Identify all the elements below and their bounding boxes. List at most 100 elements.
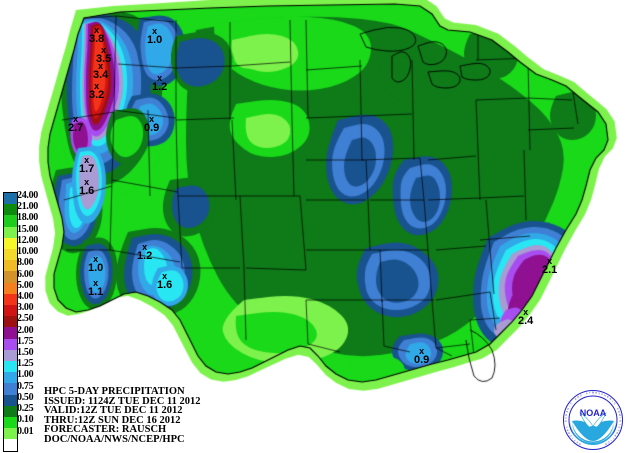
contour-max-label: x 2.4 <box>518 307 534 327</box>
svg-text:H: H <box>604 394 607 398</box>
svg-text:A: A <box>576 440 579 444</box>
svg-text:T: T <box>573 438 576 442</box>
contour-max-label: x 1.2 <box>152 73 167 93</box>
maxima-x-icon: x <box>547 256 553 266</box>
maxima-x-icon: x <box>73 114 79 124</box>
metadata-line: VALID:12Z TUE DEC 11 2012 <box>44 405 183 417</box>
colorbar-swatch <box>4 215 17 227</box>
maxima-value: 1.0 <box>147 34 163 46</box>
metadata-line: ISSUED: 1124Z TUE DEC 11 2012 <box>44 395 201 407</box>
svg-text:I: I <box>618 417 621 418</box>
colorbar-tick-label: 21.00 <box>17 201 39 213</box>
svg-text:L: L <box>565 426 568 429</box>
colorbar-swatch <box>4 316 17 328</box>
colorbar-tick-label: 0.10 <box>17 414 34 426</box>
svg-text:S: S <box>598 392 601 395</box>
maxima-x-icon: x <box>94 25 100 35</box>
colorbar-swatch <box>4 338 17 350</box>
svg-text:I: I <box>568 405 571 407</box>
maxima-value: 2.1 <box>542 264 558 276</box>
colorbar-tick-label: 24.00 <box>17 190 39 201</box>
colorbar-swatch <box>4 226 17 238</box>
colorbar-tick-label: 5.00 <box>17 279 34 291</box>
colorbar-swatch <box>4 417 17 429</box>
contour-max-label: x 1.0 <box>88 255 103 274</box>
maxima-value: 1.7 <box>79 163 95 175</box>
svg-text:M: M <box>618 414 621 417</box>
svg-text:R: R <box>609 397 612 401</box>
maxima-value: 3.4 <box>93 69 109 81</box>
maxima-x-icon: x <box>157 73 163 83</box>
colorbar-tick-label: 15.00 <box>17 223 39 235</box>
colorbar-swatch <box>4 383 17 395</box>
maxima-value: 1.6 <box>79 185 95 197</box>
colorbar-tick-label: 12.00 <box>17 234 39 246</box>
svg-text:R: R <box>615 431 619 434</box>
maxima-value: 3.2 <box>89 89 105 101</box>
svg-text:A: A <box>613 434 617 437</box>
svg-text:S: S <box>617 426 620 429</box>
colorbar-tick-label: 0.50 <box>17 391 34 403</box>
contour-max-label: x 3.5 <box>96 46 112 65</box>
maxima-value: 1.1 <box>88 286 104 298</box>
svg-text:A: A <box>566 410 569 413</box>
colorbar-tick-label: 3.00 <box>17 302 34 314</box>
contour-max-label: x 0.9 <box>414 346 429 366</box>
contour-max-label: x 3.2 <box>89 82 105 101</box>
metadata-line: DOC/NOAA/NWS/NCEP/HPC <box>44 433 185 445</box>
colorbar-tick-label: 0.25 <box>17 403 34 415</box>
svg-text:A: A <box>616 408 620 411</box>
maxima-x-icon: x <box>98 61 104 71</box>
svg-text:O: O <box>564 420 567 422</box>
svg-text:A: A <box>566 428 570 431</box>
colorbar-swatch <box>4 428 17 440</box>
contour-max-label: x 3.4 <box>93 61 109 81</box>
maxima-x-icon: x <box>84 177 90 187</box>
colorbar-tick-label: 18.00 <box>17 212 39 224</box>
svg-text:O: O <box>595 392 597 395</box>
contour-max-label: x 1.2 <box>137 242 153 262</box>
maxima-x-icon: x <box>419 346 425 356</box>
svg-text:O: O <box>607 440 610 444</box>
contour-max-label: x 0.9 <box>144 115 160 134</box>
colorbar-swatch <box>4 282 17 294</box>
svg-text:C: C <box>565 417 568 419</box>
contour-max-label: x 1.7 <box>79 156 95 175</box>
colorbar-swatch <box>4 260 17 272</box>
svg-text:O: O <box>569 434 573 437</box>
maxima-x-icon: x <box>523 307 529 317</box>
colorbar-tick-label: 6.00 <box>17 268 34 280</box>
colorbar-swatch <box>4 249 17 261</box>
svg-text:A: A <box>586 392 589 395</box>
metadata-line: FORECASTER: RAUSCH <box>44 424 167 436</box>
colorbar-swatch <box>4 405 17 418</box>
colorbar-swatch <box>4 394 17 406</box>
maxima-x-icon: x <box>162 271 168 281</box>
maxima-value: 2.4 <box>518 315 534 327</box>
svg-text:N: N <box>577 395 580 399</box>
colorbar-tick-label: 1.50 <box>17 347 34 359</box>
svg-text:E: E <box>565 413 568 416</box>
maxima-value: 3.5 <box>96 53 112 65</box>
colorbar-swatch <box>4 349 17 362</box>
svg-text:N: N <box>578 442 581 446</box>
metadata-line: HPC 5-DAY PRECIPITATION <box>44 386 185 397</box>
colorbar-tick-label: 2.00 <box>17 324 34 336</box>
contour-max-label: x 1.0 <box>147 27 163 46</box>
colorbar-swatch <box>4 193 17 205</box>
maxima-value: 0.9 <box>144 122 160 134</box>
maxima-x-icon: x <box>142 242 148 252</box>
map-metadata-block: HPC 5-DAY PRECIPITATION ISSUED: 1124Z TUE… <box>44 386 201 445</box>
svg-text:N: N <box>604 442 607 446</box>
contour-max-label: x 2.7 <box>68 114 83 134</box>
contour-max-label: x 1.6 <box>79 177 95 197</box>
maxima-x-icon: x <box>93 278 99 288</box>
maxima-value: 1.2 <box>137 250 153 262</box>
svg-text:T: T <box>589 392 591 395</box>
colorbar-swatch <box>4 271 17 283</box>
svg-text:D: D <box>617 411 620 414</box>
svg-text:C: C <box>570 402 574 405</box>
svg-text:M: M <box>592 392 594 395</box>
